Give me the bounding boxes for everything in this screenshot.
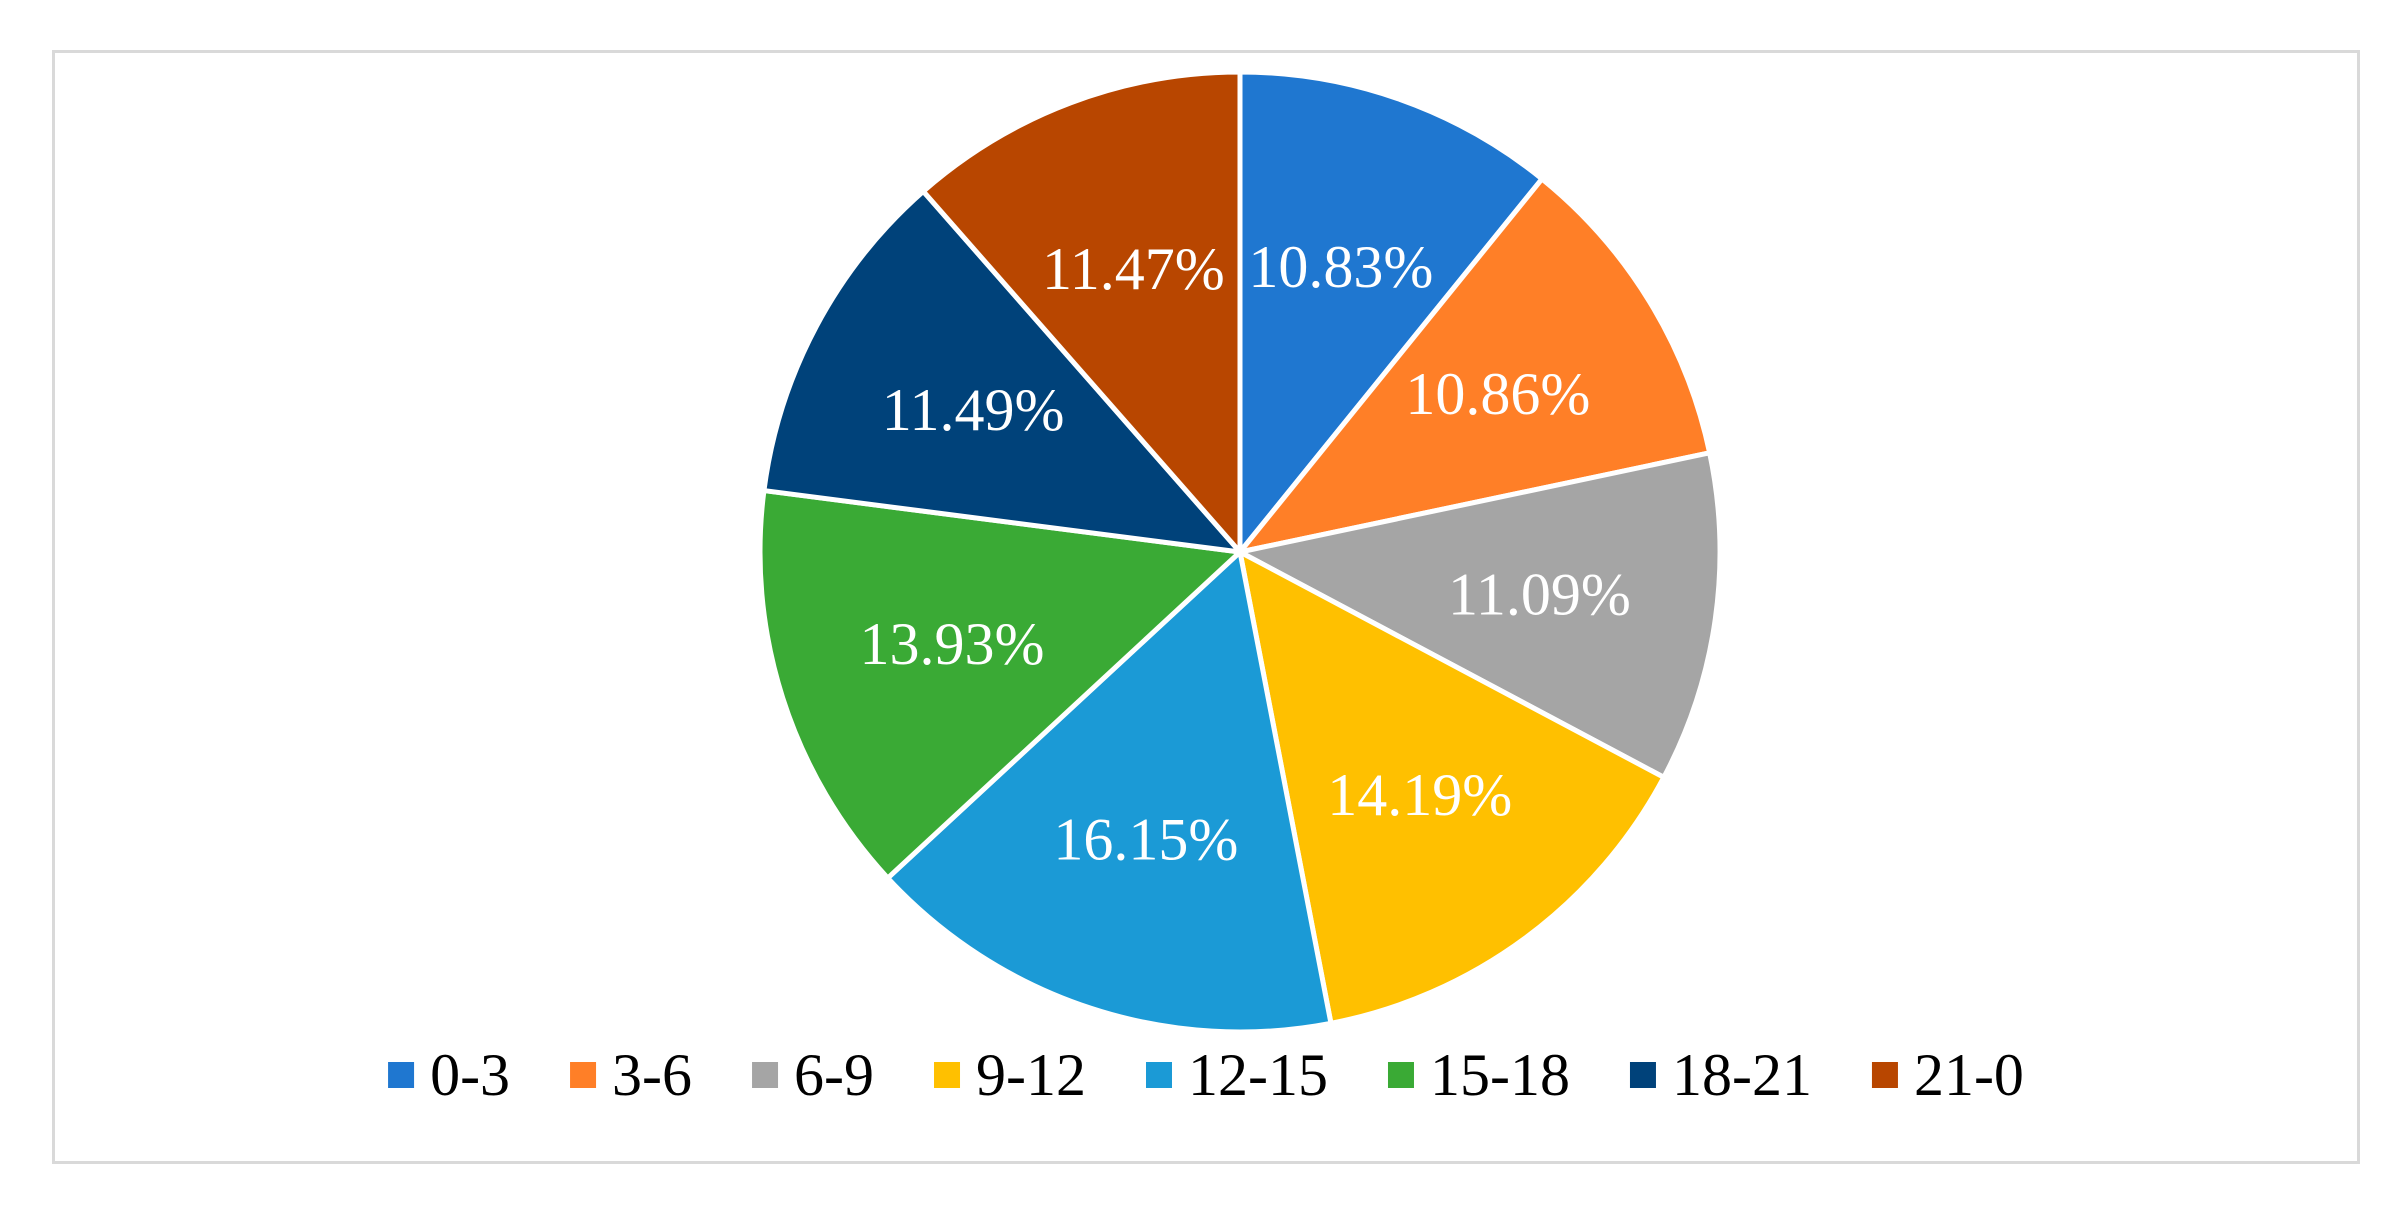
legend-swatch-6-9 (752, 1062, 779, 1088)
legend-swatch-9-12 (934, 1062, 961, 1088)
data-label-3-6: 10.86% (1405, 361, 1590, 427)
data-label-12-15: 16.15% (1053, 806, 1238, 872)
pie-slice-3-6 (1237, 176, 1713, 555)
legend-item-21-0: 21-0 (1871, 1042, 2024, 1108)
legend-item-6-9: 6-9 (752, 1042, 874, 1108)
legend-label-0-3: 0-3 (430, 1042, 510, 1108)
slice-labels: 10.83% 10.86% 11.09% 14.19% 16.15% 13.93% 11.4… (859, 234, 1630, 872)
pie-slice-18-21 (761, 188, 1243, 555)
legend-swatch-0-3 (388, 1062, 415, 1088)
data-label-21-0: 11.47% (1042, 236, 1225, 302)
data-label-0-3: 10.83% (1248, 234, 1433, 300)
pie-slices (757, 69, 1723, 1035)
legend-label-3-6: 3-6 (612, 1042, 692, 1108)
legend-swatch-12-15 (1146, 1062, 1172, 1088)
legend-item-3-6: 3-6 (570, 1042, 692, 1108)
pie-slice-0-3 (1237, 69, 1545, 555)
legend-item-0-3: 0-3 (388, 1042, 510, 1108)
data-label-18-21: 11.49% (882, 377, 1065, 443)
data-label-9-12: 14.19% (1327, 762, 1512, 828)
pie-slice-6-9 (1237, 450, 1723, 780)
legend-label-15-18: 15-18 (1430, 1042, 1570, 1108)
pie-slice-12-15 (885, 549, 1334, 1035)
legend: 0-3 3-6 6-9 9-12 12-15 15-18 18-21 21-0 (388, 1042, 2024, 1108)
legend-swatch-15-18 (1387, 1062, 1414, 1088)
pie-slice-9-12 (1237, 549, 1667, 1026)
legend-label-12-15: 12-15 (1188, 1042, 1328, 1108)
legend-label-6-9: 6-9 (794, 1042, 874, 1108)
legend-swatch-18-21 (1629, 1062, 1656, 1088)
data-label-6-9: 11.09% (1448, 561, 1631, 627)
legend-item-12-15: 12-15 (1146, 1042, 1328, 1108)
legend-swatch-3-6 (570, 1062, 597, 1088)
legend-label-9-12: 9-12 (976, 1042, 1086, 1108)
legend-label-21-0: 21-0 (1914, 1042, 2024, 1108)
pie-slice-21-0 (920, 69, 1243, 555)
data-label-15-18: 13.93% (859, 611, 1044, 677)
legend-item-9-12: 9-12 (934, 1042, 1086, 1108)
pie-slice-15-18 (757, 488, 1243, 881)
legend-label-18-21: 18-21 (1672, 1042, 1812, 1108)
legend-item-18-21: 18-21 (1629, 1042, 1812, 1108)
legend-item-15-18: 15-18 (1387, 1042, 1570, 1108)
legend-swatch-21-0 (1871, 1062, 1898, 1088)
